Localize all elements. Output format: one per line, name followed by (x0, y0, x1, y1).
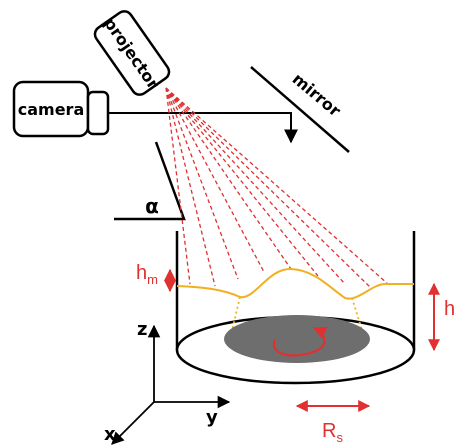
h-label: h (444, 298, 455, 320)
ray (165, 87, 371, 288)
camera-view-line (108, 112, 298, 144)
camera: camera (12, 80, 110, 138)
ray (165, 87, 265, 273)
projector: projector (93, 10, 171, 96)
ray (165, 87, 191, 285)
ray (165, 87, 319, 277)
z-axis-label: z (137, 319, 147, 340)
rs-subscript: s (336, 430, 343, 445)
h-dimension: h (428, 282, 455, 352)
hm-subscript: m (147, 272, 158, 287)
ray (165, 87, 216, 287)
hm-label: hm (136, 262, 158, 287)
rotation-arrow (272, 326, 328, 357)
projector-body (93, 10, 171, 96)
y-axis-label: y (206, 407, 218, 428)
alpha-angle: α (114, 141, 186, 221)
projection-rays (165, 87, 389, 288)
ray (165, 87, 389, 285)
mirror-surface (250, 66, 350, 153)
mirror: mirror (250, 66, 350, 153)
ray (165, 87, 239, 280)
x-axis (111, 401, 155, 445)
rotating-disk (224, 315, 370, 363)
camera-label: camera (18, 100, 85, 119)
mirror-label: mirror (289, 69, 345, 120)
ray (165, 87, 292, 270)
camera-lens (86, 90, 110, 136)
hm-dimension: hm (136, 262, 176, 293)
projection-line-right (351, 297, 363, 331)
disk-projection-lines (230, 296, 363, 336)
alpha-angle-lines (114, 141, 186, 221)
rs-dimension: Rs (295, 400, 371, 445)
projection-line-left (230, 296, 241, 336)
liquid-surface (176, 267, 414, 300)
alpha-label: α (145, 194, 159, 218)
coordinate-axes: z y x (104, 319, 231, 445)
rs-label: Rs (322, 420, 343, 445)
x-axis-label: x (104, 424, 116, 445)
ray (165, 87, 346, 285)
